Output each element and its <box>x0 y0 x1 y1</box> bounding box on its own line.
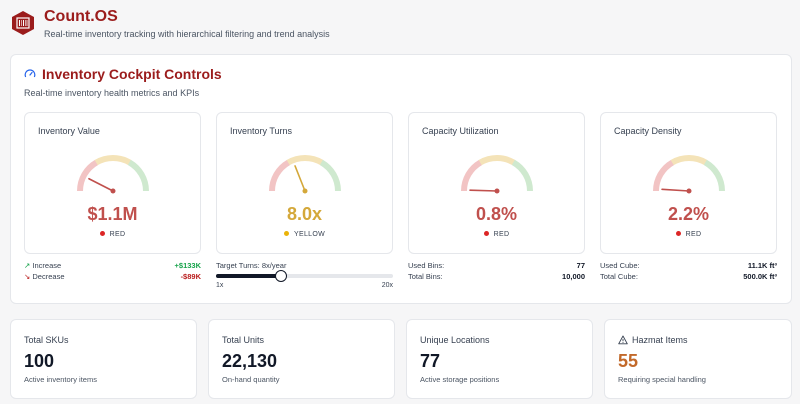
gauge-arc-red <box>653 159 675 192</box>
total-bins-label: Total Bins: <box>408 272 443 281</box>
used-bins-value: 77 <box>576 261 585 270</box>
gauge-arc-yellow <box>94 155 132 166</box>
stat-card-total-skus: Total SKUs 100 Active inventory items <box>10 319 197 399</box>
gauge-card-inventory-value: Inventory Value $1.1M RED <box>24 112 201 254</box>
cockpit-title: Inventory Cockpit Controls <box>42 66 222 82</box>
stat-label: Total SKUs <box>24 335 69 345</box>
target-turns-control: Target Turns: 8x/year 1x 20x <box>216 260 393 289</box>
status-dot <box>483 230 489 236</box>
gauge-needle <box>661 188 690 192</box>
status-badge: RED <box>25 230 200 238</box>
status-badge: YELLOW <box>217 230 392 238</box>
slider-min-label: 1x <box>216 282 224 289</box>
stat-label: Total Units <box>222 335 265 345</box>
gauge-card-capacity-density: Capacity Density 2.2% RED <box>600 112 777 254</box>
gauge-title: Inventory Value <box>38 126 100 136</box>
gauge-title: Capacity Density <box>614 126 682 136</box>
gauge-arc-green <box>127 159 149 192</box>
trend-up-icon: ↗ <box>24 261 31 270</box>
gauge-title: Inventory Turns <box>230 126 293 136</box>
gauge-value: 0.8% <box>475 204 518 224</box>
target-turns-label: Target Turns: 8x/year <box>216 261 287 270</box>
gauge-arc-green <box>511 159 533 192</box>
gauge-needle <box>294 165 306 192</box>
status-dot <box>284 230 289 236</box>
app-title: Count.OS <box>44 8 118 25</box>
status-badge: RED <box>409 230 584 238</box>
trend-down-icon: ↘ <box>24 272 31 281</box>
decrease-row-label: ↘ Decrease <box>24 272 65 281</box>
gauge-arc-yellow <box>286 155 324 166</box>
gauge-needle <box>469 189 498 192</box>
gauge-arc-green <box>703 159 725 192</box>
gauge-dial <box>77 155 149 194</box>
gauge-title: Capacity Utilization <box>422 126 499 136</box>
gauge-arc-yellow <box>478 155 516 166</box>
cockpit-subtitle: Real-time inventory health metrics and K… <box>24 88 200 98</box>
stat-card-total-units: Total Units 22,130 On-hand quantity <box>208 319 395 399</box>
gauge-value: 8.0x <box>286 204 323 224</box>
status-badge: RED <box>601 230 776 238</box>
increase-value: +$133K <box>174 261 201 270</box>
stat-note: Active storage positions <box>420 375 500 384</box>
cockpit-panel: Inventory Cockpit Controls Real-time inv… <box>10 54 792 304</box>
gauge-dial <box>269 155 341 194</box>
gauge-card-inventory-turns: Inventory Turns 8.0x YELLOW <box>216 112 393 254</box>
stat-card-unique-locations: Unique Locations 77 Active storage posit… <box>406 319 593 399</box>
stat-card-hazmat-items: Hazmat Items 55 Requiring special handli… <box>604 319 792 399</box>
bins-details: Used Bins: 77 Total Bins: 10,000 <box>408 260 585 282</box>
stat-value: 22,130 <box>222 351 278 371</box>
gauge-arc-red <box>77 159 99 192</box>
slider-handle[interactable] <box>275 270 288 282</box>
used-cube-label: Used Cube: <box>600 261 640 270</box>
gauge-card-capacity-utilization: Capacity Utilization 0.8% RED <box>408 112 585 254</box>
stat-label: Unique Locations <box>420 335 490 345</box>
gauge-value: 2.2% <box>667 204 710 224</box>
gauge-dial <box>653 155 725 194</box>
stat-value: 55 <box>618 351 639 371</box>
status-dot <box>99 230 105 236</box>
gauge-arc-yellow <box>670 155 708 166</box>
gauge-arc-green <box>319 159 341 192</box>
stat-note: On-hand quantity <box>222 375 280 384</box>
gauge-hub <box>494 188 500 194</box>
app-subtitle: Real-time inventory tracking with hierar… <box>44 29 330 39</box>
gauge-icon <box>24 69 36 78</box>
stat-label-row: Hazmat Items <box>618 335 688 345</box>
decrease-value: -$89K <box>180 272 201 281</box>
gauge-needle <box>88 177 114 192</box>
total-bins-value: 10,000 <box>562 272 585 281</box>
increase-row-label: ↗ Increase <box>24 261 62 270</box>
slider-fill <box>216 274 282 278</box>
gauge-value: $1.1M <box>87 204 138 224</box>
stat-value: 100 <box>24 351 55 371</box>
gauge-arc-red <box>461 159 483 192</box>
app-header: Count.OS Real-time inventory tracking wi… <box>10 7 330 41</box>
cube-details: Used Cube: 11.1K ft³ Total Cube: 500.0K ft… <box>600 260 777 282</box>
gauge-arc-red <box>269 159 291 192</box>
gauge-dial <box>461 155 533 194</box>
used-cube-value: 11.1K ft³ <box>747 261 777 270</box>
value-change-details: ↗ Increase +$133K ↘ Decrease -$89K <box>24 260 201 282</box>
total-cube-value: 500.0K ft³ <box>743 272 777 281</box>
slider-max-label: 20x <box>381 282 393 289</box>
barcode-box-icon <box>12 11 34 35</box>
used-bins-label: Used Bins: <box>408 261 445 270</box>
gauge-hub <box>686 188 692 194</box>
stat-value: 77 <box>420 351 441 371</box>
stat-note: Requiring special handling <box>618 375 706 384</box>
stat-note: Active inventory items <box>24 375 97 384</box>
gauge-hub <box>302 188 308 194</box>
status-dot <box>675 230 681 236</box>
warning-triangle-icon <box>618 335 628 345</box>
gauge-hub <box>110 188 116 194</box>
total-cube-label: Total Cube: <box>600 272 638 281</box>
target-turns-slider[interactable] <box>216 270 393 282</box>
